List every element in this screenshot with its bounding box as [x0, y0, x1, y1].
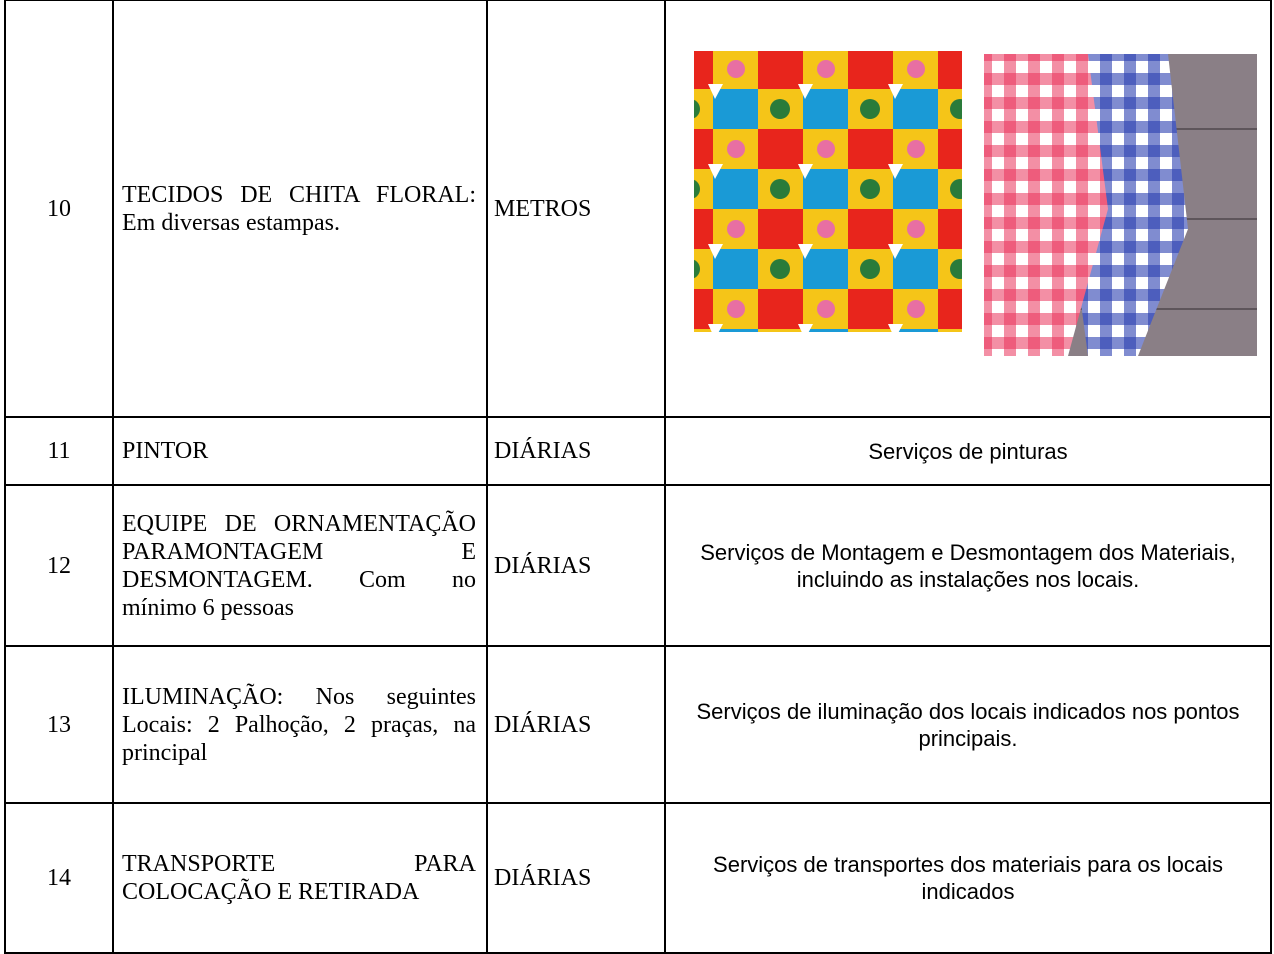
- item-description: Serviços de iluminação dos locais indica…: [664, 645, 1272, 804]
- fabric-images: [694, 50, 1257, 356]
- item-number: 12: [4, 484, 114, 647]
- item-unit: DIÁRIAS: [486, 416, 666, 486]
- item-name: PINTOR: [112, 416, 488, 486]
- table-row: 11 PINTOR DIÁRIAS Serviços de pinturas: [4, 416, 1272, 486]
- item-description: Serviços de pinturas: [664, 416, 1272, 486]
- gingham-image: [984, 53, 1257, 356]
- item-unit: DIÁRIAS: [486, 484, 666, 647]
- table-row: 13 ILUMINAÇÃO: Nos seguintes Locais: 2 P…: [4, 645, 1272, 804]
- item-description: Serviços de Montagem e Desmontagem dos M…: [664, 484, 1272, 647]
- items-table: 10 TECIDOS DE CHITA FLORAL: Em diversas …: [4, 0, 1272, 954]
- item-unit: DIÁRIAS: [486, 802, 666, 954]
- item-name: TRANSPORTE PARA COLOCAÇÃO E RETIRADA: [112, 802, 488, 954]
- item-name: ILUMINAÇÃO: Nos seguintes Locais: 2 Palh…: [112, 645, 488, 804]
- item-number: 14: [4, 802, 114, 954]
- table-row: 12 EQUIPE DE ORNAMENTAÇÃO PARAMONTAGEM E…: [4, 484, 1272, 647]
- chita-image: [694, 50, 962, 332]
- item-description: Serviços de transportes dos materiais pa…: [664, 802, 1272, 954]
- table-row: 14 TRANSPORTE PARA COLOCAÇÃO E RETIRADA …: [4, 802, 1272, 954]
- item-name: EQUIPE DE ORNAMENTAÇÃO PARAMONTAGEM E DE…: [112, 484, 488, 647]
- item-images: [664, 0, 1272, 418]
- item-number: 13: [4, 645, 114, 804]
- item-name: TECIDOS DE CHITA FLORAL: Em diversas est…: [112, 0, 488, 418]
- item-unit: DIÁRIAS: [486, 645, 666, 804]
- table-row: 10 TECIDOS DE CHITA FLORAL: Em diversas …: [4, 0, 1272, 418]
- item-unit: METROS: [486, 0, 666, 418]
- item-number: 10: [4, 0, 114, 418]
- item-number: 11: [4, 416, 114, 486]
